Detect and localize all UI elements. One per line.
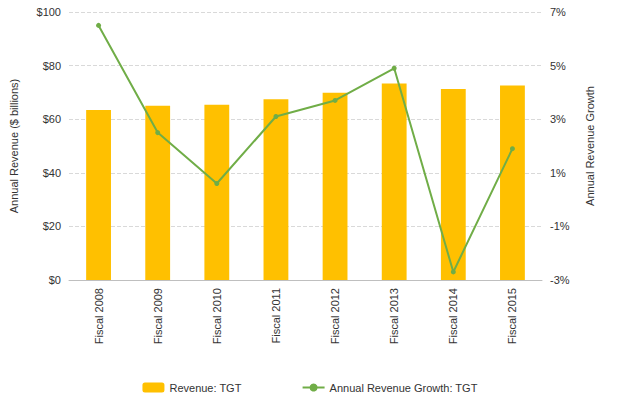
svg-text:Annual Revenue Growth: Annual Revenue Growth <box>584 86 596 206</box>
svg-text:5%: 5% <box>550 60 566 72</box>
svg-text:Fiscal 2010: Fiscal 2010 <box>211 288 223 344</box>
svg-text:$20: $20 <box>43 220 61 232</box>
svg-text:$80: $80 <box>43 60 61 72</box>
svg-text:-3%: -3% <box>550 274 570 286</box>
svg-text:Annual Revenue Growth: TGT: Annual Revenue Growth: TGT <box>330 382 478 394</box>
svg-text:Fiscal 2013: Fiscal 2013 <box>388 288 400 344</box>
svg-text:-1%: -1% <box>550 220 570 232</box>
svg-text:Fiscal 2014: Fiscal 2014 <box>447 288 459 344</box>
svg-text:Fiscal 2015: Fiscal 2015 <box>506 288 518 344</box>
svg-text:Annual Revenue ($ billions): Annual Revenue ($ billions) <box>8 79 20 214</box>
svg-text:Fiscal 2009: Fiscal 2009 <box>152 288 164 344</box>
svg-text:$100: $100 <box>37 6 61 18</box>
svg-text:Fiscal 2011: Fiscal 2011 <box>270 288 282 343</box>
svg-text:1%: 1% <box>550 167 566 179</box>
svg-text:Revenue: TGT: Revenue: TGT <box>169 382 241 394</box>
svg-text:Fiscal 2008: Fiscal 2008 <box>93 288 105 344</box>
svg-text:Fiscal 2012: Fiscal 2012 <box>329 288 341 344</box>
svg-text:7%: 7% <box>550 6 566 18</box>
svg-text:$0: $0 <box>49 274 61 286</box>
svg-text:$60: $60 <box>43 113 61 125</box>
svg-text:$40: $40 <box>43 167 61 179</box>
svg-text:3%: 3% <box>550 113 566 125</box>
